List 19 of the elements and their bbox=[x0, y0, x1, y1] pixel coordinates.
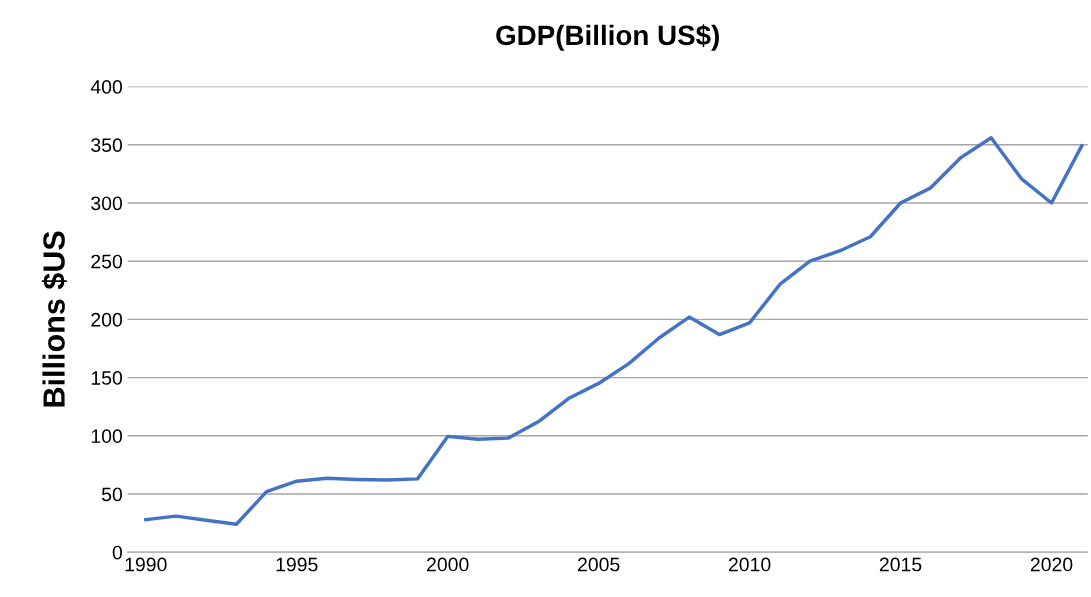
x-tick-label: 1995 bbox=[276, 557, 318, 572]
y-tick-label: 400 bbox=[90, 80, 123, 94]
y-tick-label: 300 bbox=[91, 196, 123, 211]
x-tick-label: 2010 bbox=[728, 557, 771, 572]
y-tick-label: 150 bbox=[91, 371, 123, 385]
x-tick-label: 2000 bbox=[427, 557, 469, 572]
y-tick-label: 350 bbox=[91, 138, 123, 153]
line-series bbox=[144, 136, 1084, 527]
y-tick-label: 50 bbox=[101, 487, 123, 502]
y-tick-label: 100 bbox=[91, 429, 123, 444]
chart-title: GDP(Billion US$) bbox=[496, 24, 719, 51]
x-tick-label: 2015 bbox=[879, 557, 922, 572]
x-tick-label: 2020 bbox=[1030, 557, 1073, 572]
y-tick-label: 250 bbox=[91, 254, 123, 269]
y-axis-title: Billions $US bbox=[41, 231, 67, 407]
x-tick-label: 1990 bbox=[125, 557, 167, 572]
y-tick-label: 0 bbox=[112, 545, 123, 560]
x-tick-label: 2005 bbox=[577, 557, 620, 572]
y-tick-label: 200 bbox=[91, 312, 123, 327]
